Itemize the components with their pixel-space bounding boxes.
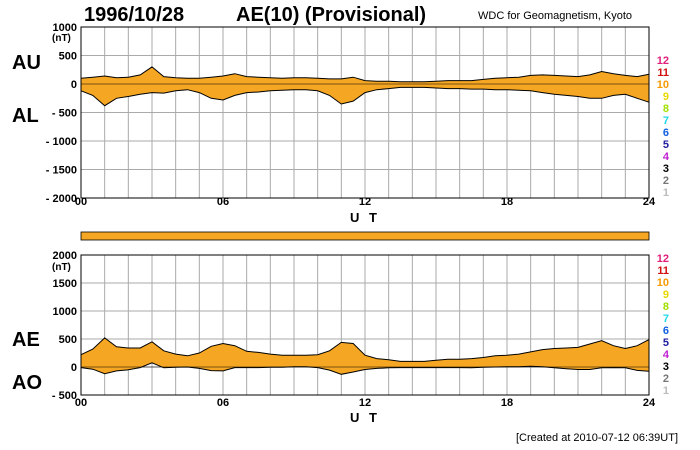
legend-number: 10: [657, 79, 669, 91]
au-al-ytick-label: - 1500: [46, 165, 77, 177]
ae-ao-ytick-label: 1000: [53, 306, 77, 318]
au-label: AU: [12, 52, 41, 74]
ae-ao-xtick-label: 12: [359, 397, 371, 409]
organization-label: WDC for Geomagnetism, Kyoto: [478, 10, 633, 22]
bottom-unit-label: (nT): [52, 262, 71, 273]
ae-ao-plot-frame: [80, 254, 650, 396]
ae-ao-ytick-label: - 500: [52, 390, 77, 402]
legend-number: 8: [663, 103, 669, 115]
legend-number: 11: [657, 265, 669, 277]
ae-ao-fill-area: [81, 337, 649, 375]
al-series-line: [80, 86, 650, 107]
legend-number: 11: [657, 67, 669, 79]
au-al-plot-frame: [80, 26, 650, 199]
au-al-ytick-label: - 500: [52, 108, 77, 120]
ae-ao-ytick-label: 2000: [53, 250, 77, 262]
au-al-ytick-label: - 2000: [46, 193, 77, 205]
ae-ao-ytick-label: 0: [71, 362, 77, 374]
legend-number: 2: [663, 175, 669, 187]
legend-number: 2: [663, 373, 669, 385]
au-series-line: [80, 66, 650, 83]
au-al-x-axis-label: U T: [350, 210, 380, 225]
ae-series-line: [80, 337, 650, 362]
legend-number: 1: [663, 187, 669, 199]
au-al-xtick-label: 12: [359, 196, 371, 208]
legend-number: 6: [663, 325, 669, 337]
legend-number: 8: [663, 301, 669, 313]
ae-ao-xtick-label: 00: [75, 397, 87, 409]
au-al-ytick-label: 500: [59, 51, 77, 63]
ae-ao-ytick-label: 500: [59, 334, 77, 346]
legend-number: 12: [657, 55, 669, 67]
au-al-fill-area: [81, 66, 649, 106]
legend-number: 4: [663, 349, 670, 361]
legend-number: 5: [663, 139, 669, 151]
ae-ao-xtick-label: 06: [217, 397, 229, 409]
legend-number: 7: [663, 313, 669, 325]
legend-number: 4: [663, 151, 670, 163]
created-timestamp: [Created at 2010-07-12 06:39UT]: [515, 432, 678, 444]
data-availability-bar: [80, 231, 650, 241]
au-al-ytick-label: 1000: [53, 22, 77, 34]
ae-label: AE: [12, 329, 40, 351]
legend-number: 1: [663, 385, 669, 397]
date-title: 1996/10/28: [84, 4, 185, 26]
legend-number: 10: [657, 277, 669, 289]
au-al-ytick-label: 0: [71, 79, 77, 91]
au-al-xtick-label: 18: [501, 196, 513, 208]
legend-number: 3: [663, 163, 669, 175]
top-unit-label: (nT): [52, 33, 71, 44]
ae-ao-xtick-label: 18: [501, 397, 513, 409]
legend-number: 9: [663, 289, 669, 301]
au-al-xtick-label: 06: [217, 196, 229, 208]
ae-ao-ytick-label: 1500: [53, 278, 77, 290]
al-label: AL: [12, 105, 39, 127]
chart-title: AE(10) (Provisional): [236, 4, 427, 26]
ao-label: AO: [12, 372, 42, 394]
ae-ao-xtick-label: 24: [643, 397, 656, 409]
ae-ao-x-axis-label: U T: [350, 410, 380, 425]
legend-number: 3: [663, 361, 669, 373]
legend-number: 9: [663, 91, 669, 103]
legend-number: 12: [657, 253, 669, 265]
au-al-xtick-label: 24: [643, 196, 656, 208]
au-al-ytick-label: - 1000: [46, 136, 77, 148]
legend-number: 6: [663, 127, 669, 139]
au-al-xtick-label: 00: [75, 196, 87, 208]
legend-number: 7: [663, 115, 669, 127]
legend-number: 5: [663, 337, 669, 349]
